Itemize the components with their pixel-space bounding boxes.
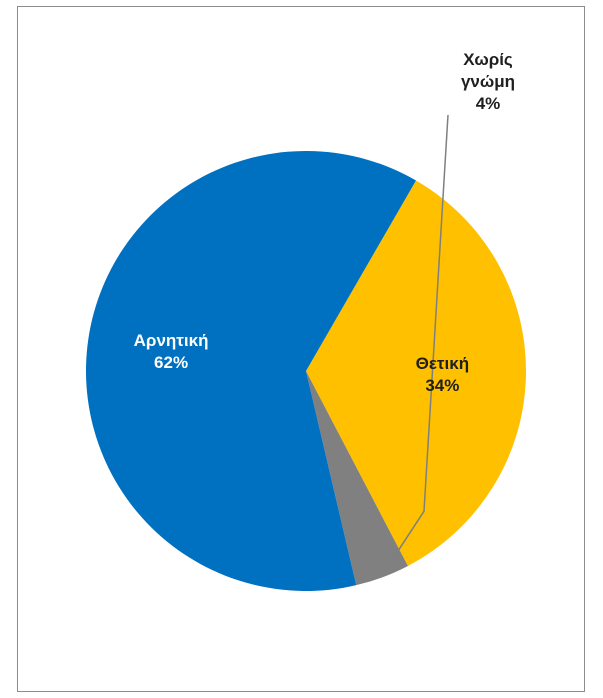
data-label-3-line-1: Αρνητική: [134, 331, 209, 350]
pie-slice-1: [306, 180, 526, 566]
pie-chart: Θετική 34% Χωρίς γνώμη 4% Αρνητική 62%: [85, 50, 526, 591]
data-label-1-line-2: 34%: [425, 376, 459, 395]
data-labels: Θετική 34% Χωρίς γνώμη 4% Αρνητική 62%: [134, 50, 515, 395]
data-label-1: Θετική 34%: [416, 354, 469, 395]
data-label-2: Χωρίς γνώμη 4%: [461, 50, 515, 113]
chart-frame: Θετική 34% Χωρίς γνώμη 4% Αρνητική 62%: [17, 6, 585, 692]
pie-slices: [85, 151, 526, 591]
leader-lines: [381, 114, 449, 576]
data-label-2-line-2: γνώμη: [461, 72, 515, 91]
data-label-2-line-3: 4%: [476, 94, 501, 113]
data-label-2-line-1: Χωρίς: [463, 50, 513, 69]
data-label-1-line-1: Θετική: [416, 354, 469, 373]
data-label-3-line-2: 62%: [154, 353, 188, 372]
pie-slice-2: [306, 371, 408, 586]
pie-slice-3: [85, 151, 416, 591]
data-label-3: Αρνητική 62%: [134, 331, 209, 372]
leader-line-2: [381, 114, 449, 576]
